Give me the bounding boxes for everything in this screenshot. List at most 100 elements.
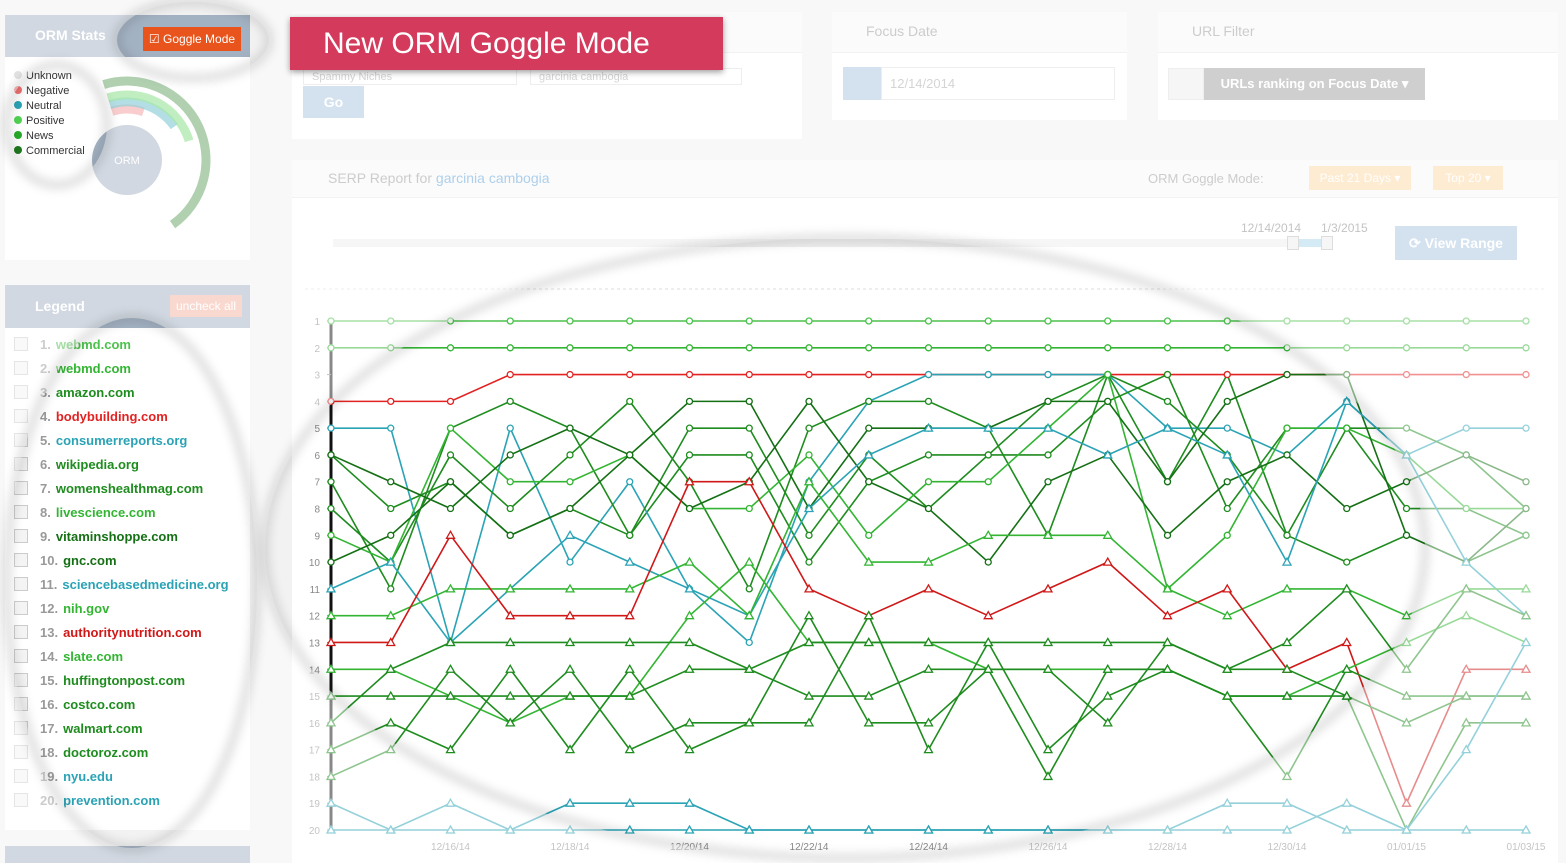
y-tick-label: 12 (309, 612, 321, 623)
series-marker (745, 504, 753, 513)
series-marker (685, 397, 694, 406)
series-marker (1343, 424, 1351, 432)
series-marker (1462, 370, 1470, 379)
y-tick-label: 6 (314, 451, 320, 462)
series-marker (626, 478, 634, 486)
series-marker (564, 530, 576, 539)
series-marker (1222, 583, 1233, 593)
series-marker (745, 370, 753, 379)
series-marker (924, 317, 933, 325)
series-marker (685, 317, 694, 325)
y-tick-label: 18 (309, 772, 321, 783)
series-marker (1283, 451, 1291, 459)
series-marker (387, 504, 395, 513)
y-tick-label: 14 (309, 665, 321, 676)
series-marker (506, 504, 514, 513)
series-marker (745, 344, 753, 352)
x-tick-label: 12/16/14 (431, 842, 470, 853)
series-marker (1462, 504, 1470, 513)
series-marker (984, 478, 992, 486)
series-marker (803, 610, 815, 620)
series-marker (924, 478, 933, 486)
series-marker (924, 397, 933, 406)
series-marker (564, 663, 576, 673)
series-marker (1522, 531, 1530, 539)
series-marker (805, 344, 813, 352)
y-tick-label: 7 (314, 478, 320, 489)
x-tick-label: 12/24/14 (909, 842, 948, 853)
series-marker (505, 663, 516, 673)
series-marker (1223, 370, 1231, 379)
series-marker (506, 317, 514, 325)
series-marker (865, 531, 873, 539)
y-tick-label: 8 (314, 505, 320, 516)
series-marker (805, 558, 813, 566)
y-tick-label: 13 (309, 638, 321, 649)
series-marker (446, 504, 455, 513)
series-marker (566, 478, 574, 486)
series-marker (506, 397, 514, 406)
series-marker (924, 504, 933, 513)
series-marker (865, 424, 873, 432)
series-marker (506, 344, 514, 352)
series-marker (923, 744, 934, 754)
series-marker (1044, 344, 1052, 352)
series-marker (1223, 344, 1231, 352)
series-marker (1522, 317, 1530, 325)
series-marker (1283, 424, 1291, 432)
series-marker (566, 558, 574, 566)
series-marker (1104, 370, 1112, 379)
series-marker (1104, 344, 1112, 352)
series-marker (1462, 451, 1470, 459)
series-marker (745, 317, 753, 325)
series-marker (385, 717, 396, 727)
y-tick-label: 15 (309, 692, 321, 703)
series-marker (566, 424, 574, 432)
series-marker (1522, 478, 1530, 486)
series-marker (984, 558, 992, 566)
series-marker (387, 397, 395, 406)
series-marker (327, 531, 335, 539)
y-tick-label: 2 (314, 344, 320, 355)
series-marker (1163, 344, 1172, 352)
x-tick-label: 12/28/14 (1148, 842, 1187, 853)
series-marker (1341, 637, 1352, 647)
series-marker (1283, 531, 1291, 539)
series-marker (1461, 744, 1472, 754)
y-tick-label: 4 (314, 397, 320, 408)
series-marker (1343, 370, 1351, 379)
series-marker (1462, 424, 1470, 432)
x-tick-label: 12/22/14 (790, 842, 829, 853)
series-marker (685, 370, 694, 379)
series-marker (387, 478, 395, 486)
series-marker (566, 344, 574, 352)
series-marker (745, 397, 753, 406)
series-marker (566, 370, 574, 379)
series-marker (626, 397, 634, 406)
series-marker (387, 585, 395, 593)
series-marker (1223, 478, 1231, 486)
series-marker (445, 663, 456, 673)
series-marker (446, 317, 455, 325)
series-marker (1401, 797, 1412, 807)
series-marker (984, 317, 992, 325)
series-marker (506, 478, 514, 486)
series-marker (327, 451, 335, 459)
series-marker (506, 370, 514, 379)
series-marker (1042, 771, 1054, 781)
series-marker (387, 317, 395, 325)
series-marker (1223, 397, 1231, 406)
series-marker (1402, 531, 1411, 539)
series-marker (1102, 556, 1113, 566)
series-marker (327, 344, 335, 352)
series-marker (1104, 317, 1112, 325)
series-marker (506, 531, 514, 539)
series-marker (626, 370, 634, 379)
series-marker (1223, 531, 1231, 539)
y-tick-label: 5 (314, 424, 320, 435)
series-marker (506, 451, 514, 459)
series-marker (684, 556, 695, 566)
series-marker (1402, 344, 1411, 352)
series-marker (805, 397, 813, 406)
